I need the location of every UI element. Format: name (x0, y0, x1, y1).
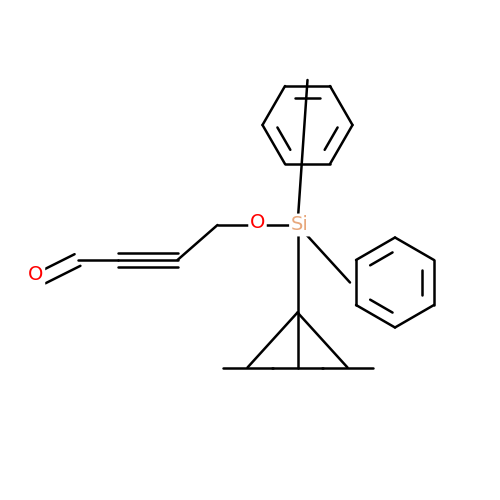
Text: O: O (28, 266, 44, 284)
Text: Si: Si (291, 216, 309, 234)
Text: O: O (250, 213, 265, 232)
